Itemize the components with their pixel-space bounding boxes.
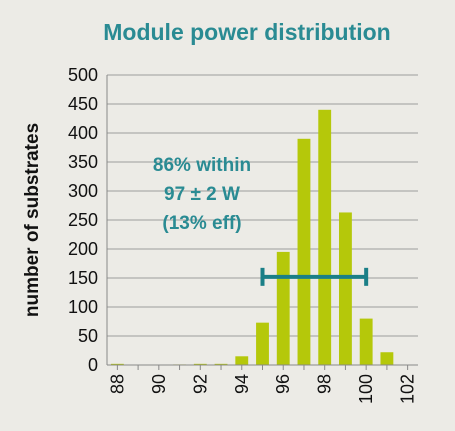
- y-tick-label: 500: [68, 65, 98, 85]
- x-tick-label: 102: [398, 374, 418, 404]
- y-tick-label: 250: [68, 210, 98, 230]
- bar: [339, 212, 352, 365]
- bar: [297, 138, 311, 365]
- y-tick-label: 0: [88, 355, 98, 375]
- bar: [235, 356, 249, 365]
- bars: [110, 109, 394, 365]
- chart-title: Module power distribution: [103, 19, 390, 45]
- y-tick-labels: 0 50 100 150 200 250 300 350 400 450 500: [68, 65, 98, 375]
- x-tick-label: 98: [315, 374, 335, 394]
- bar: [214, 363, 228, 365]
- axes: [106, 75, 418, 370]
- annotation-line-3: (13% eff): [162, 213, 241, 234]
- bar: [276, 251, 290, 365]
- y-tick-label: 200: [68, 239, 98, 259]
- x-tick-label: 100: [356, 374, 376, 404]
- annotation: 86% within 97 ± 2 W (13% eff): [153, 155, 251, 234]
- y-tick-label: 150: [68, 268, 98, 288]
- y-tick-label: 400: [68, 123, 98, 143]
- x-tick-label: 96: [273, 374, 293, 394]
- range-indicator: [260, 267, 369, 286]
- x-tick-label: 88: [107, 374, 127, 394]
- y-tick-label: 100: [68, 297, 98, 317]
- y-tick-label: 50: [78, 326, 98, 346]
- bar: [318, 109, 332, 365]
- bar: [110, 363, 124, 365]
- annotation-line-1: 86% within: [153, 155, 251, 176]
- y-axis-label: number of substrates: [22, 123, 43, 317]
- annotation-line-2: 97 ± 2 W: [164, 184, 240, 205]
- y-tick-label: 450: [68, 94, 98, 114]
- bar: [359, 318, 373, 365]
- y-tick-label: 300: [68, 181, 98, 201]
- x-tick-label: 92: [190, 374, 210, 394]
- x-tick-label: 90: [149, 374, 169, 394]
- bar: [380, 352, 394, 365]
- grid-lines: [107, 74, 418, 337]
- bar: [193, 363, 207, 365]
- x-tick-label: 94: [232, 374, 252, 394]
- y-tick-label: 350: [68, 152, 98, 172]
- x-tick-labels: 88 90 92 94 96 98 100 102: [107, 374, 417, 404]
- bar: [256, 322, 269, 365]
